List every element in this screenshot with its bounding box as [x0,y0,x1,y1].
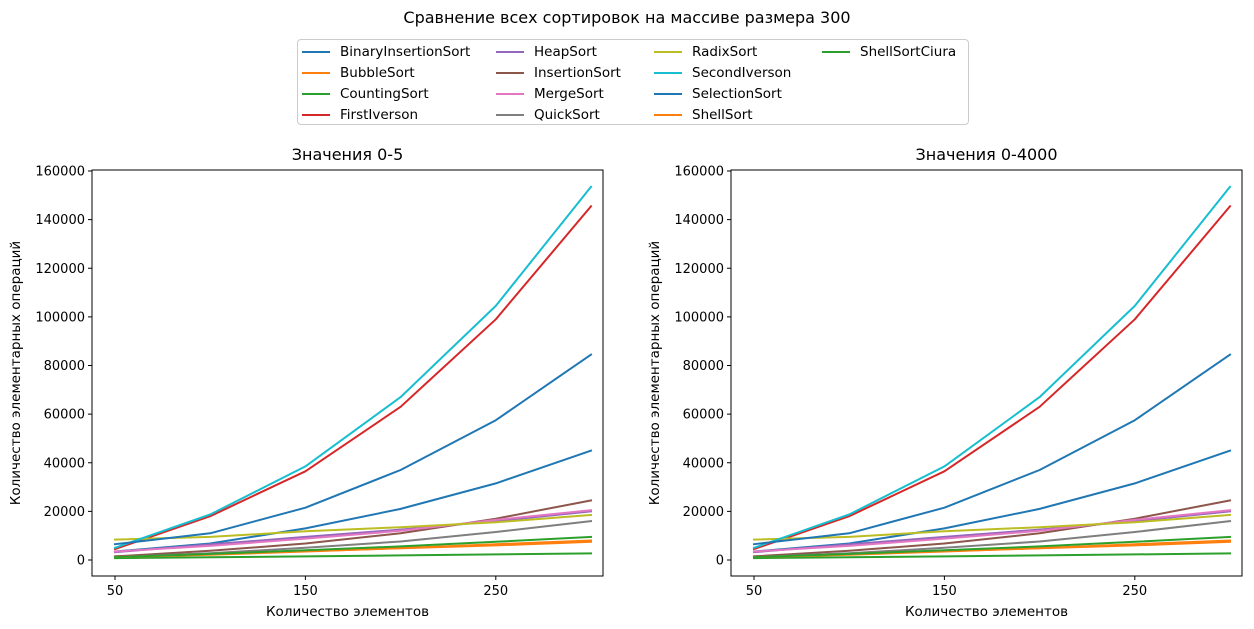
legend-swatch [496,72,524,74]
y-tick-label: 20000 [44,505,85,520]
x-tick-label: 150 [293,584,318,599]
series-line [752,535,1232,559]
legend-item: MergeSort [496,84,604,104]
x-tick-label: 250 [483,584,508,599]
legend-item: HeapSort [496,42,597,62]
legend-item: ShellSortCiura [822,42,956,62]
legend-label: CountingSort [340,86,429,102]
legend-label: HeapSort [534,44,597,60]
legend-label: BinaryInsertionSort [340,44,471,60]
axes-frame [91,169,604,577]
series-line [752,510,1232,554]
legend-item: BubbleSort [302,63,415,83]
y-tick-label: 140000 [35,213,85,228]
series-line [113,499,593,558]
y-tick-label: 140000 [674,213,724,228]
legend-item: RadixSort [654,42,757,62]
y-tick-label: 0 [77,554,85,569]
series-line [113,510,593,554]
series-line [752,509,1232,553]
x-tick-label: 250 [1122,584,1147,599]
series-line [752,513,1232,541]
x-tick-label: 50 [746,584,763,599]
legend-label: MergeSort [534,86,604,102]
legend-swatch [496,51,524,53]
y-tick-label: 120000 [35,262,85,277]
legend: BinaryInsertionSort BubbleSort CountingSor… [297,39,969,125]
legend-swatch [496,93,524,95]
y-tick-label: 120000 [674,262,724,277]
y-tick-label: 160000 [674,165,724,180]
legend-swatch [654,93,682,95]
legend-swatch [302,72,330,74]
legend-swatch [496,114,524,116]
series-line [752,185,1232,550]
legend-label: QuickSort [534,107,600,123]
series-line [113,185,593,550]
y-axis-label: Количество элементарных операций [647,241,663,505]
legend-item: FirstIverson [302,105,418,125]
series-line [113,204,593,551]
series-line [752,552,1232,560]
y-tick-label: 60000 [44,408,85,423]
legend-swatch [654,114,682,116]
y-axis-label: Количество элементарных операций [8,241,24,505]
legend-label: RadixSort [692,44,758,60]
x-axis-label: Количество элементов [266,604,429,620]
series-line [113,513,593,541]
legend-swatch [302,114,330,116]
legend-label: SelectionSort [692,86,782,102]
legend-item: BinaryInsertionSort [302,42,470,62]
legend-label: SecondIverson [692,65,792,81]
legend-item: InsertionSort [496,63,621,83]
y-tick-label: 40000 [44,456,85,471]
series-line [113,509,593,553]
legend-label: ShellSort [692,107,753,123]
chart-title: Значения 0-5 [292,145,404,164]
x-tick-label: 50 [107,584,124,599]
legend-swatch [654,51,682,53]
series-line [752,353,1232,546]
legend-swatch [302,51,330,53]
legend-item: ShellSort [654,105,753,125]
y-tick-label: 160000 [35,165,85,180]
y-tick-label: 100000 [35,310,85,325]
series-line [113,552,593,560]
x-axis-label: Количество элементов [905,604,1068,620]
axes-frame [730,169,1243,577]
y-tick-label: 80000 [683,359,724,374]
series-line [752,204,1232,551]
legend-label: ShellSortCiura [860,44,957,60]
chart-title: Значения 0-4000 [915,145,1057,164]
legend-item: QuickSort [496,105,600,125]
series-line [113,353,593,546]
y-tick-label: 0 [716,554,724,569]
legend-item: SelectionSort [654,84,782,104]
legend-swatch [654,72,682,74]
y-tick-label: 80000 [44,359,85,374]
series-line [113,535,593,559]
legend-item: CountingSort [302,84,429,104]
series-line [752,499,1232,558]
legend-swatch [302,93,330,95]
x-tick-label: 150 [932,584,957,599]
legend-label: BubbleSort [340,65,415,81]
legend-label: InsertionSort [534,65,621,81]
y-tick-label: 100000 [674,310,724,325]
y-tick-label: 20000 [683,505,724,520]
y-tick-label: 60000 [683,408,724,423]
legend-item: SecondIverson [654,63,791,83]
legend-swatch [822,51,850,53]
figure-title: Сравнение всех сортировок на массиве раз… [403,8,851,27]
legend-label: FirstIverson [340,107,419,123]
y-tick-label: 40000 [683,456,724,471]
